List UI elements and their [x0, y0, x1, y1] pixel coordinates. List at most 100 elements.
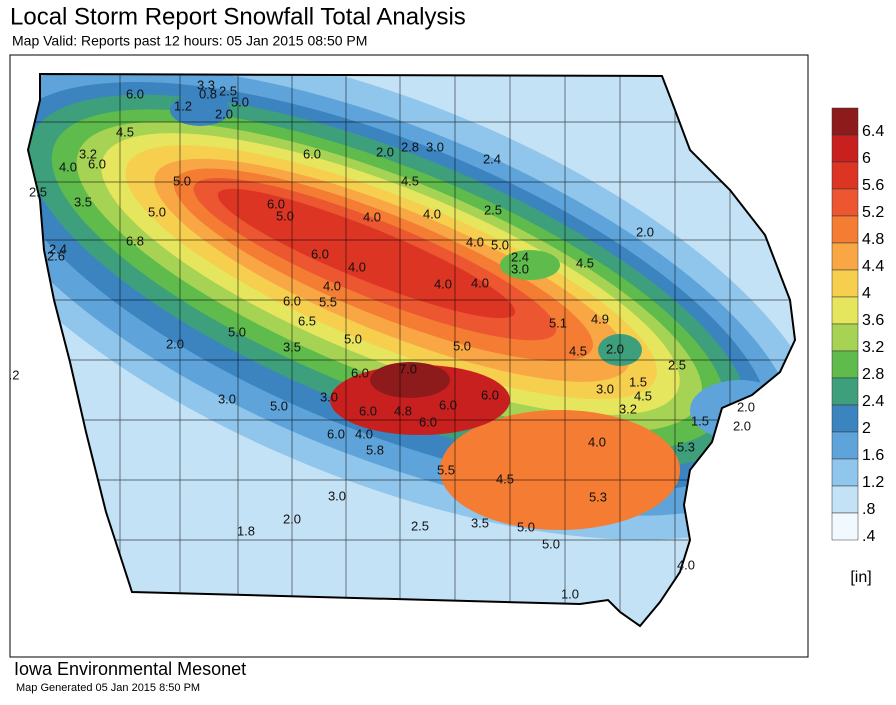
station-label: 2.6: [47, 248, 65, 263]
station-label: 5.0: [517, 519, 535, 534]
station-label: 3.0: [596, 381, 614, 396]
station-label: 2.0: [166, 336, 184, 351]
station-label: 5.0: [231, 94, 249, 109]
station-label: 4.0: [363, 209, 381, 224]
station-label: 5.0: [453, 338, 471, 353]
station-label: 2.8: [401, 139, 419, 154]
legend-label: 1.2: [862, 474, 884, 491]
station-label: 4.0: [588, 434, 606, 449]
station-label: 5.0: [344, 331, 362, 346]
legend-swatch: [831, 485, 859, 514]
footer-organization: Iowa Environmental Mesonet: [14, 659, 246, 679]
legend-swatch: [831, 188, 859, 217]
legend-label: 2: [862, 420, 871, 437]
legend-label: 5.6: [862, 177, 884, 194]
station-label: 2.0: [733, 418, 751, 433]
station-labels: 6.03.30.8 2.55.01.22.04.53.24.0 6.02.53.55…: [9, 77, 755, 601]
station-label: 2.5: [484, 202, 502, 217]
station-label: 2.4: [511, 249, 529, 264]
station-label: 6.0: [126, 86, 144, 101]
station-label: 6.0: [311, 246, 329, 261]
station-label: 5.0: [173, 173, 191, 188]
station-label: 6.0: [359, 403, 377, 418]
legend-label: 4.8: [862, 231, 884, 248]
station-label: 6.0: [267, 196, 285, 211]
station-label: 4.0: [323, 278, 341, 293]
station-label: 2.4: [483, 151, 501, 166]
legend-swatch: [831, 350, 859, 379]
legend-label: 1.6: [862, 447, 884, 464]
legend-label: .8: [862, 501, 875, 518]
station-label: 5.0: [491, 237, 509, 252]
station-label: 4.0: [348, 259, 366, 274]
station-label: 2.5: [29, 184, 47, 199]
station-label: 3.5: [74, 194, 92, 209]
legend-label: 6.4: [862, 123, 884, 140]
station-label: 2.4: [49, 241, 67, 256]
station-label: 4.0: [59, 159, 77, 174]
legend-label: 5.2: [862, 204, 884, 221]
station-label: 5.3: [677, 439, 695, 454]
station-label: 6.0: [283, 293, 301, 308]
station-label: 3.0: [511, 261, 529, 276]
station-label: 4.0: [423, 206, 441, 221]
station-label: 4.0: [466, 234, 484, 249]
station-label: 4.5: [496, 471, 514, 486]
title: Local Storm Report Snowfall Total Analys…: [10, 3, 466, 30]
station-label: 6.0: [481, 387, 499, 402]
station-label: 3.2: [619, 401, 637, 416]
legend-label: 3.6: [862, 312, 884, 329]
station-label: 2.0: [283, 511, 301, 526]
station-label: 3.5: [471, 515, 489, 530]
station-label: 2.0: [636, 224, 654, 239]
station-label: 0.8: [199, 86, 217, 101]
station-label: 4.5: [401, 173, 419, 188]
legend-swatch: [831, 404, 859, 433]
station-label: 6.0: [327, 426, 345, 441]
station-label: 2.5: [411, 518, 429, 533]
legend-label: 2.8: [862, 366, 884, 383]
station-label: 6.0: [88, 156, 106, 171]
station-label: 1.5: [629, 374, 647, 389]
station-label: 4.0: [677, 557, 695, 572]
station-label: 5.5: [437, 462, 455, 477]
station-label: 5.8: [366, 442, 384, 457]
legend-swatch: [831, 161, 859, 190]
station-label: 3.0: [218, 391, 236, 406]
station-label: 5.0: [276, 208, 294, 223]
station-label: 5.0: [270, 398, 288, 413]
station-label: 6.0: [419, 414, 437, 429]
station-label: 1.8: [237, 523, 255, 538]
station-label: 3.2: [79, 146, 97, 161]
legend-label: .4: [862, 528, 875, 545]
station-label: 6.0: [303, 146, 321, 161]
legend-swatch: [831, 512, 859, 541]
legend-swatch: [831, 458, 859, 487]
station-label: 4.0: [434, 276, 452, 291]
station-label: 3.0: [320, 389, 338, 404]
station-label: 5.0: [542, 536, 560, 551]
snowfall-field: [28, 74, 795, 626]
legend-swatch: [831, 377, 859, 406]
legend-swatch: [831, 242, 859, 271]
legend-label: 4.4: [862, 258, 884, 275]
state-outline: [26, 72, 797, 628]
station-label: 7.0: [399, 361, 417, 376]
station-label: 3.0: [328, 488, 346, 503]
station-label: 5.0: [228, 324, 246, 339]
station-label: 5.3: [589, 489, 607, 504]
station-label: 1.5: [691, 413, 709, 428]
station-label: 4.8: [394, 403, 412, 418]
legend-label: 2.4: [862, 393, 884, 410]
station-label: 4.0: [471, 275, 489, 290]
legend-swatch: [831, 269, 859, 298]
station-label: 2.0: [215, 106, 233, 121]
station-label: 3.5: [283, 339, 301, 354]
legend-swatch: [831, 134, 859, 163]
legend-swatch: [831, 107, 859, 136]
legend-swatch: [831, 323, 859, 352]
legend-label: 4: [862, 285, 871, 302]
station-label: 6.0: [439, 397, 457, 412]
